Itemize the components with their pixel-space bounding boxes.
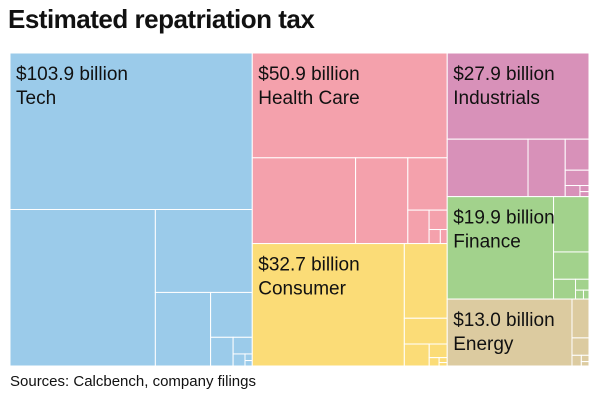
sector-health-care-tile	[251, 52, 448, 159]
sector-tech-tile	[232, 336, 253, 355]
chart-title: Estimated repatriation tax	[8, 4, 315, 34]
chart-source: Sources: Calcbench, company filings	[10, 373, 256, 390]
sector-health-care-amount-label: $50.9 billion	[258, 64, 359, 85]
sector-energy-tile	[571, 354, 582, 367]
sector-tech-tile	[244, 360, 253, 367]
sector-finance-tile	[553, 278, 577, 300]
sector-tech-tile	[154, 209, 253, 293]
sector-industrials-tile	[564, 185, 581, 198]
sector-energy-tile	[446, 298, 573, 367]
sector-industrials-tile	[527, 138, 566, 198]
sector-energy-tile	[580, 354, 590, 363]
sector-consumer-tile	[428, 343, 448, 359]
sector-consumer-tile	[403, 343, 430, 367]
sector-finance-tile	[582, 289, 590, 300]
sector-finance-tile	[446, 196, 555, 300]
sector-tech-tile	[210, 291, 253, 338]
sector-tech-tile	[232, 353, 246, 367]
sector-finance-tile	[553, 196, 590, 253]
sector-health-care-tile	[251, 157, 357, 245]
sector-tech-tile	[210, 336, 234, 367]
sector-tech-name-label: Tech	[16, 88, 56, 109]
sector-consumer-amount-label: $32.7 billion	[258, 255, 359, 276]
sector-energy-tile	[580, 361, 590, 367]
sector-health-care-name-label: Health Care	[258, 88, 359, 109]
sector-industrials-name-label: Industrials	[453, 88, 540, 109]
sector-finance-tile	[575, 289, 584, 300]
sector-health-care-tile	[428, 229, 441, 245]
sector-tech-tile	[9, 209, 156, 367]
sector-finance-tile	[575, 278, 590, 291]
sector-energy-tile	[571, 337, 590, 356]
sector-health-care-tile	[407, 209, 430, 245]
sector-industrials-tile	[446, 52, 590, 140]
sector-energy	[446, 298, 590, 367]
sector-consumer-tile	[438, 362, 448, 367]
sector-health-care-tile	[428, 209, 448, 231]
sector-consumer-tile	[438, 357, 448, 364]
sector-tech-tile	[154, 291, 212, 367]
sector-consumer-name-label: Consumer	[258, 279, 346, 300]
sector-consumer	[251, 243, 448, 367]
sector-industrials-tile	[579, 185, 590, 193]
sector-energy-tile	[571, 298, 590, 339]
sector-energy-amount-label: $13.0 billion	[453, 310, 554, 331]
sector-consumer-tile	[403, 243, 448, 319]
sector-tech-amount-label: $103.9 billion	[16, 64, 128, 85]
sector-consumer-tile	[251, 243, 405, 367]
sector-consumer-tile	[403, 317, 448, 345]
sector-consumer-tile	[428, 357, 440, 367]
sector-tech-tile	[9, 52, 253, 210]
sector-industrials-tile	[564, 169, 590, 187]
sector-industrials-tile	[446, 138, 529, 198]
sector-health-care	[251, 52, 448, 245]
sector-industrials-amount-label: $27.9 billion	[453, 64, 554, 85]
sector-tech-tile	[244, 353, 253, 362]
sector-health-care-tile	[355, 157, 409, 245]
sector-finance	[446, 196, 590, 300]
sector-industrials	[446, 52, 590, 198]
sector-finance-amount-label: $19.9 billion	[453, 208, 554, 229]
treemap-tiles	[9, 52, 590, 367]
treemap-labels: $103.9 billion Tech $50.9 billion Health Ca…	[16, 64, 555, 355]
sector-health-care-tile	[407, 157, 448, 211]
sector-finance-tile	[553, 251, 590, 280]
sector-tech	[9, 52, 253, 367]
sector-industrials-tile	[564, 138, 590, 171]
sector-energy-name-label: Energy	[453, 334, 514, 355]
sector-industrials-tile	[579, 191, 590, 198]
sector-finance-name-label: Finance	[453, 232, 521, 253]
sector-health-care-tile	[439, 229, 448, 245]
